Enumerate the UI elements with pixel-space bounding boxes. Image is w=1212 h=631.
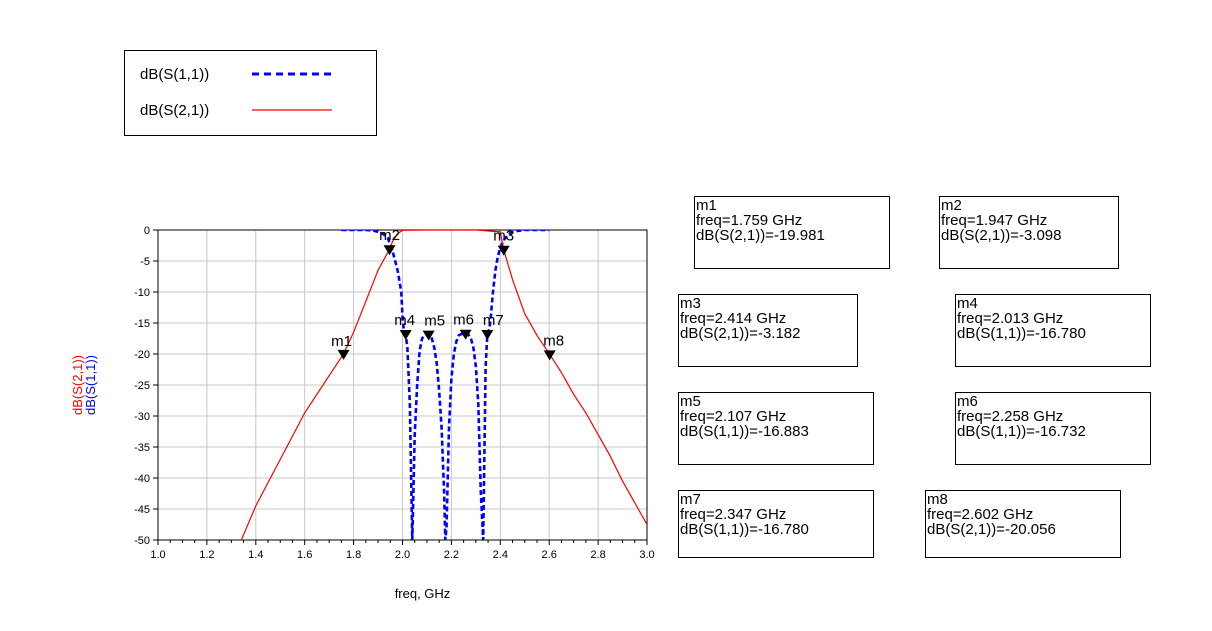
- marker-m3-triangle: [497, 245, 510, 256]
- marker-m2-triangle: [383, 245, 396, 256]
- legend-label-s21: dB(S(2,1)): [140, 101, 210, 119]
- marker-box-m1: m1 freq=1.759 GHz dB(S(2,1))=-19.981: [694, 196, 890, 269]
- marker-box-m3-value: dB(S(2,1))=-3.182: [680, 325, 801, 342]
- legend-item-s11: dB(S(1,1)): [140, 62, 332, 86]
- marker-m4-label: m4: [394, 312, 415, 329]
- marker-m3-label: m3: [493, 228, 514, 245]
- marker-box-m3-freq: freq=2.414 GHz: [680, 310, 787, 327]
- marker-box-m2: m2 freq=1.947 GHz dB(S(2,1))=-3.098: [939, 196, 1119, 269]
- x-tick-label: 1.2: [199, 549, 214, 561]
- marker-m5-triangle: [422, 330, 435, 341]
- marker-box-m7-id: m7: [680, 491, 701, 508]
- marker-m4-triangle: [399, 330, 412, 341]
- marker-box-m4-value: dB(S(1,1))=-16.780: [957, 325, 1086, 342]
- marker-box-m8-id: m8: [927, 491, 948, 508]
- marker-m6-label: m6: [453, 312, 474, 329]
- marker-box-m1-id: m1: [696, 197, 717, 214]
- marker-box-m5: m5 freq=2.107 GHz dB(S(1,1))=-16.883: [678, 392, 874, 465]
- marker-m1-label: m1: [331, 333, 352, 350]
- y-tick-label: -20: [134, 349, 150, 361]
- chart-legend: dB(S(1,1)) dB(S(2,1)): [124, 50, 377, 136]
- marker-box-m8-value: dB(S(2,1))=-20.056: [927, 521, 1056, 538]
- x-tick-label: 2.0: [395, 549, 410, 561]
- marker-m8-triangle: [543, 350, 556, 361]
- marker-box-m2-value: dB(S(2,1))=-3.098: [941, 227, 1062, 244]
- marker-box-m4: m4 freq=2.013 GHz dB(S(1,1))=-16.780: [955, 294, 1151, 367]
- marker-box-m3-id: m3: [680, 295, 701, 312]
- x-tick-label: 2.4: [493, 549, 508, 561]
- y-tick-label: 0: [144, 225, 150, 237]
- marker-m8-label: m8: [543, 332, 564, 349]
- marker-box-m1-freq: freq=1.759 GHz: [696, 212, 803, 229]
- marker-box-m7-freq: freq=2.347 GHz: [680, 506, 787, 523]
- y-tick-label: -30: [134, 411, 150, 423]
- marker-box-m1-value: dB(S(2,1))=-19.981: [696, 227, 825, 244]
- x-tick-label: 2.8: [590, 549, 605, 561]
- legend-swatch-dashed-blue: [252, 72, 332, 76]
- x-tick-label: 1.4: [248, 549, 263, 561]
- y-tick-label: -10: [134, 287, 150, 299]
- marker-m1-triangle: [337, 349, 350, 360]
- y-axis-label-s21: dB(S(2,1)): [70, 355, 85, 415]
- marker-box-m4-freq: freq=2.013 GHz: [957, 310, 1064, 327]
- series-line-s21: [240, 230, 647, 540]
- legend-swatch-solid-red: [252, 109, 332, 111]
- marker-box-m5-freq: freq=2.107 GHz: [680, 408, 787, 425]
- marker-box-m5-id: m5: [680, 393, 701, 410]
- marker-box-m8-freq: freq=2.602 GHz: [927, 506, 1034, 523]
- marker-m7-label: m7: [483, 312, 504, 329]
- marker-box-m6-value: dB(S(1,1))=-16.732: [957, 423, 1086, 440]
- y-tick-label: -50: [134, 535, 150, 547]
- marker-m2-label: m2: [379, 227, 400, 244]
- marker-box-m3: m3 freq=2.414 GHz dB(S(2,1))=-3.182: [678, 294, 858, 367]
- x-tick-label: 2.6: [542, 549, 557, 561]
- y-tick-label: -15: [134, 318, 150, 330]
- y-tick-label: -5: [140, 256, 150, 268]
- legend-label-s11: dB(S(1,1)): [140, 65, 210, 83]
- x-axis-label: freq, GHz: [395, 586, 451, 601]
- marker-box-m2-freq: freq=1.947 GHz: [941, 212, 1048, 229]
- marker-box-m4-id: m4: [957, 295, 978, 312]
- marker-m7-triangle: [481, 330, 494, 341]
- x-tick-label: 3.0: [639, 549, 654, 561]
- marker-box-m6: m6 freq=2.258 GHz dB(S(1,1))=-16.732: [955, 392, 1151, 465]
- marker-box-m7: m7 freq=2.347 GHz dB(S(1,1))=-16.780: [678, 490, 874, 558]
- y-tick-label: -45: [134, 504, 150, 516]
- marker-box-m6-freq: freq=2.258 GHz: [957, 408, 1064, 425]
- marker-box-m5-value: dB(S(1,1))=-16.883: [680, 423, 809, 440]
- x-tick-label: 1.8: [346, 549, 361, 561]
- legend-item-s21: dB(S(2,1)): [140, 98, 332, 122]
- series-line-s11: [341, 230, 550, 540]
- marker-box-m2-id: m2: [941, 197, 962, 214]
- marker-m6-triangle: [459, 329, 472, 340]
- marker-m5-label: m5: [424, 313, 445, 330]
- marker-box-m8: m8 freq=2.602 GHz dB(S(2,1))=-20.056: [925, 490, 1121, 558]
- y-tick-label: -35: [134, 442, 150, 454]
- y-tick-label: -25: [134, 380, 150, 392]
- marker-box-m7-value: dB(S(1,1))=-16.780: [680, 521, 809, 538]
- y-tick-label: -40: [134, 473, 150, 485]
- y-axis-label-s11: dB(S(1,1)): [83, 355, 98, 415]
- marker-box-m6-id: m6: [957, 393, 978, 410]
- x-tick-label: 1.6: [297, 549, 312, 561]
- x-tick-label: 2.2: [444, 549, 459, 561]
- x-tick-label: 1.0: [150, 549, 165, 561]
